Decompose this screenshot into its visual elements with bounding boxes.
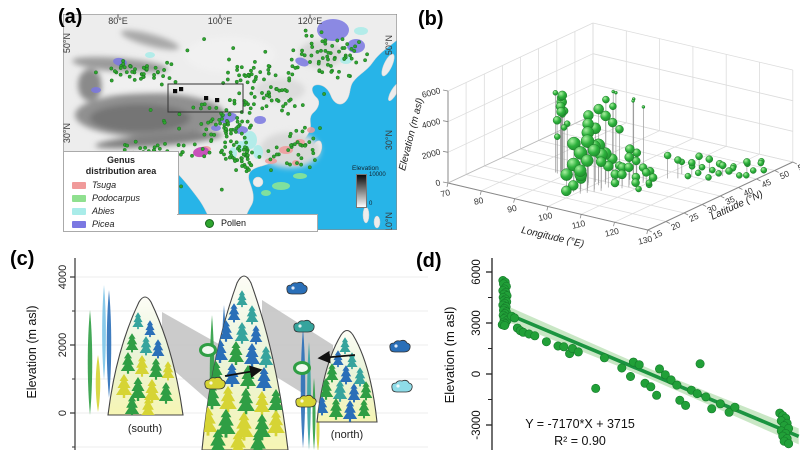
svg-text:120: 120 bbox=[604, 226, 620, 239]
svg-text:30°N: 30°N bbox=[63, 123, 72, 143]
y-axis: -3000 0 3000 6000 bbox=[471, 258, 493, 450]
south-label: (south) bbox=[128, 423, 162, 435]
svg-text:80: 80 bbox=[473, 195, 485, 207]
study-area-box bbox=[167, 83, 244, 113]
genus-legend: Genus distribution area Tsuga Podocarpus… bbox=[63, 151, 179, 232]
svg-text:70: 70 bbox=[440, 187, 452, 199]
migration-arrows bbox=[224, 350, 356, 378]
panel-c-label: (c) bbox=[10, 248, 35, 270]
equation-text: Y = -7170*X + 3715 bbox=[525, 417, 635, 431]
elevation-legend-title: Elevation bbox=[352, 165, 379, 172]
z-axis-title: Elevation (m asl) bbox=[397, 97, 426, 172]
svg-text:130: 130 bbox=[637, 234, 653, 247]
abies-swatch bbox=[72, 207, 86, 215]
legend-item-tsuga: Tsuga bbox=[72, 180, 178, 190]
panel-a-label: (a) bbox=[58, 6, 83, 28]
svg-text:6000: 6000 bbox=[421, 85, 442, 100]
svg-text:45: 45 bbox=[760, 177, 773, 190]
tsuga-swatch bbox=[72, 181, 86, 189]
panel-d-label: (d) bbox=[416, 250, 442, 272]
pollen-legend-item: Pollen bbox=[177, 214, 318, 232]
legend-title: Genus distribution area bbox=[85, 155, 157, 176]
svg-text:30: 30 bbox=[706, 202, 719, 215]
c-y-axis-title: Elevation (m asl) bbox=[25, 305, 39, 398]
svg-text:10°N: 10°N bbox=[384, 212, 394, 230]
svg-text:100°E: 100°E bbox=[208, 16, 233, 26]
svg-text:-3000: -3000 bbox=[471, 410, 483, 439]
pollen-spheres bbox=[552, 89, 768, 197]
pollen-sites-dots bbox=[94, 28, 369, 192]
svg-text:40: 40 bbox=[742, 185, 755, 198]
svg-text:90: 90 bbox=[506, 203, 518, 215]
svg-text:110: 110 bbox=[571, 218, 587, 231]
svg-text:2000: 2000 bbox=[421, 147, 442, 162]
podocarpus-swatch bbox=[72, 194, 86, 202]
picea-swatch bbox=[72, 220, 86, 228]
svg-text:50: 50 bbox=[778, 168, 791, 181]
elevation-gradient-bar bbox=[356, 174, 367, 208]
y-axis: 0 2000 4000 bbox=[57, 258, 76, 450]
svg-text:30°N: 30°N bbox=[384, 130, 394, 150]
taxon-icons bbox=[199, 281, 413, 408]
d-y-axis-title: Elevation (m asl) bbox=[442, 307, 457, 404]
r-squared-text: R² = 0.90 bbox=[554, 434, 606, 448]
svg-text:4000: 4000 bbox=[421, 116, 442, 131]
svg-text:35: 35 bbox=[724, 194, 737, 207]
svg-text:50°N: 50°N bbox=[63, 33, 72, 53]
svg-text:20: 20 bbox=[669, 219, 682, 232]
legend-item-abies: Abies bbox=[72, 206, 178, 216]
svg-text:2000: 2000 bbox=[57, 333, 69, 357]
svg-text:120°E: 120°E bbox=[298, 16, 323, 26]
svg-text:0: 0 bbox=[434, 177, 441, 188]
svg-text:0: 0 bbox=[471, 371, 483, 377]
svg-text:4000: 4000 bbox=[57, 265, 69, 289]
north-label: (north) bbox=[331, 429, 363, 441]
regression-line bbox=[499, 309, 800, 439]
pollen-dot-swatch bbox=[205, 218, 214, 228]
svg-text:3000: 3000 bbox=[471, 310, 483, 336]
elevation-legend: Elevation 10000 0 bbox=[352, 165, 386, 208]
svg-text:80°E: 80°E bbox=[108, 16, 128, 26]
svg-text:6000: 6000 bbox=[471, 259, 483, 285]
svg-text:25: 25 bbox=[687, 211, 700, 224]
scatter-points bbox=[497, 275, 794, 449]
svg-text:0: 0 bbox=[57, 410, 69, 416]
legend-item-picea: Picea bbox=[72, 219, 178, 229]
svg-text:15: 15 bbox=[651, 228, 664, 241]
svg-text:50°N: 50°N bbox=[384, 35, 394, 55]
legend-item-podocarpus: Podocarpus bbox=[72, 193, 178, 203]
y-axis-title: Latitude (°N) bbox=[709, 189, 765, 223]
elevation-schematic: 0 2000 4000 (south) (north) Elevation (m a… bbox=[25, 258, 428, 450]
svg-text:55: 55 bbox=[796, 160, 800, 173]
panel-b-label: (b) bbox=[418, 8, 444, 30]
svg-text:100: 100 bbox=[537, 210, 553, 223]
regression-scatter-plot: -3000 0 3000 6000 Y = -7170*X + 3715 R² = 0… bbox=[442, 258, 800, 450]
